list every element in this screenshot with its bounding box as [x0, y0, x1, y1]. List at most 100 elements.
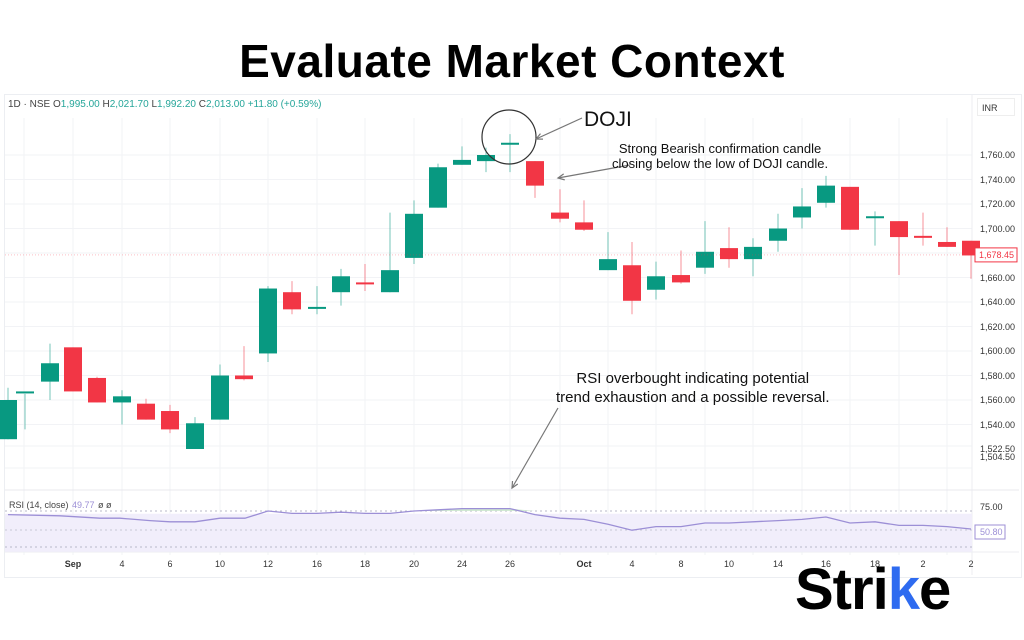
strike-logo: Strike: [795, 557, 951, 622]
bullish-candle[interactable]: [744, 246, 762, 260]
bullish-candle[interactable]: [41, 363, 59, 382]
bearish-candle[interactable]: [88, 377, 106, 403]
currency-selector[interactable]: INR: [977, 98, 1015, 116]
bearish-candle[interactable]: [841, 186, 859, 230]
time-axis-label: 26: [505, 559, 515, 569]
rsi-arrow-head: [511, 480, 519, 490]
time-axis-label: 4: [119, 559, 124, 569]
time-axis-label: 14: [773, 559, 783, 569]
bearish-candle[interactable]: [235, 375, 253, 380]
price-axis-label: 1,700.00: [980, 224, 1015, 234]
bearish-candle[interactable]: [914, 235, 932, 238]
bullish-candle[interactable]: [259, 288, 277, 354]
last-price-label: 1,678.45: [979, 250, 1014, 260]
time-axis-label: 16: [312, 559, 322, 569]
chart-panel[interactable]: [4, 94, 1022, 578]
bullish-candle[interactable]: [308, 306, 326, 309]
bullish-candle[interactable]: [696, 251, 714, 268]
price-axis-label: 1,600.00: [980, 346, 1015, 356]
time-axis-label: 12: [263, 559, 273, 569]
bullish-candle[interactable]: [453, 159, 471, 165]
doji-highlight-circle: [481, 109, 537, 165]
time-axis-label: 16: [821, 559, 831, 569]
time-axis-label: 20: [409, 559, 419, 569]
bullish-candle[interactable]: [0, 400, 17, 440]
price-axis-label: 1,540.00: [980, 420, 1015, 430]
price-axis-label: 1,620.00: [980, 322, 1015, 332]
bullish-candle[interactable]: [599, 259, 617, 271]
bullish-candle[interactable]: [211, 375, 229, 420]
bearish-candle[interactable]: [623, 265, 641, 301]
bullish-candle[interactable]: [332, 276, 350, 293]
close-value: 2,013.00: [205, 99, 245, 110]
time-axis-label: 10: [724, 559, 734, 569]
bullish-candle[interactable]: [429, 167, 447, 208]
price-axis-label: 1,720.00: [980, 199, 1015, 209]
bearish-candle[interactable]: [161, 411, 179, 430]
bullish-candle[interactable]: [381, 270, 399, 293]
bearish-candle[interactable]: [64, 347, 82, 392]
bullish-candle[interactable]: [186, 423, 204, 449]
time-axis-label: 24: [457, 559, 467, 569]
bullish-candle[interactable]: [405, 213, 423, 258]
bullish-candle[interactable]: [866, 216, 884, 219]
time-axis-label: 2: [968, 559, 973, 569]
logo-k-arrow-icon: k: [887, 557, 920, 622]
price-axis-label: 1,580.00: [980, 371, 1015, 381]
time-axis-label: 10: [215, 559, 225, 569]
symbol-label: 1D · NSE: [8, 99, 51, 110]
bearish-candle[interactable]: [526, 161, 544, 186]
bearish-candle[interactable]: [137, 403, 155, 420]
rsi-value: 49.77: [72, 500, 95, 510]
bullish-candle[interactable]: [113, 396, 131, 403]
bearish-candle[interactable]: [720, 248, 738, 260]
bullish-candle[interactable]: [477, 155, 495, 162]
time-axis-label: 8: [678, 559, 683, 569]
rsi-line: [7, 507, 972, 531]
time-axis-label: 6: [167, 559, 172, 569]
doji-arrow: [535, 117, 583, 140]
bearish-candle[interactable]: [551, 212, 569, 219]
doji-annotation: DOJI: [584, 108, 632, 131]
bearish-candle[interactable]: [672, 275, 690, 283]
ohlc-legend: 1D · NSE O1,995.00 H2,021.70 L1,992.20 C…: [8, 99, 322, 110]
open-value: 1,995.00: [60, 99, 100, 110]
rsi-annotation: RSI overbought indicating potential tren…: [556, 370, 830, 406]
time-axis-label: 18: [360, 559, 370, 569]
bearish-candle[interactable]: [283, 292, 301, 310]
rsi-last-badge: [974, 524, 1006, 540]
price-axis-label: 1,504.50: [980, 452, 1015, 462]
bearish-arrow-head: [556, 173, 565, 181]
rsi-band: [5, 513, 972, 552]
bullish-candle[interactable]: [793, 206, 811, 218]
bullish-candle[interactable]: [647, 276, 665, 290]
bullish-candle[interactable]: [769, 228, 787, 241]
price-axis-label: 1,560.00: [980, 395, 1015, 405]
rsi-label: RSI (14, close): [9, 500, 69, 510]
page-title: Evaluate Market Context: [239, 35, 785, 87]
rsi-arrow: [511, 407, 559, 489]
price-axis-label: 1,640.00: [980, 297, 1015, 307]
rsi-extra: ø ø: [98, 500, 112, 510]
time-axis-label: 4: [629, 559, 634, 569]
bearish-candle[interactable]: [938, 241, 956, 247]
change-value: +11.80 (+0.59%): [247, 99, 322, 110]
bearish-candle[interactable]: [575, 222, 593, 230]
bearish-candle[interactable]: [356, 282, 374, 285]
bearish-annotation: Strong Bearish confirmation candle closi…: [612, 141, 829, 171]
high-value: 2,021.70: [109, 99, 149, 110]
price-axis-label: 1,522.50: [980, 444, 1015, 454]
rsi-axis-75: 75.00: [980, 502, 1003, 512]
last-price-badge: [974, 247, 1018, 263]
bullish-candle[interactable]: [817, 185, 835, 203]
bearish-candle[interactable]: [890, 221, 908, 238]
bullish-candle[interactable]: [16, 391, 34, 394]
doji-arrow-head: [534, 133, 544, 140]
price-axis-label: 1,760.00: [980, 150, 1015, 160]
low-value: 1,992.20: [157, 99, 196, 110]
bullish-candle[interactable]: [501, 142, 519, 145]
bearish-arrow: [557, 164, 631, 179]
rsi-last-value: 50.80: [980, 527, 1003, 537]
time-axis-label: 18: [870, 559, 880, 569]
